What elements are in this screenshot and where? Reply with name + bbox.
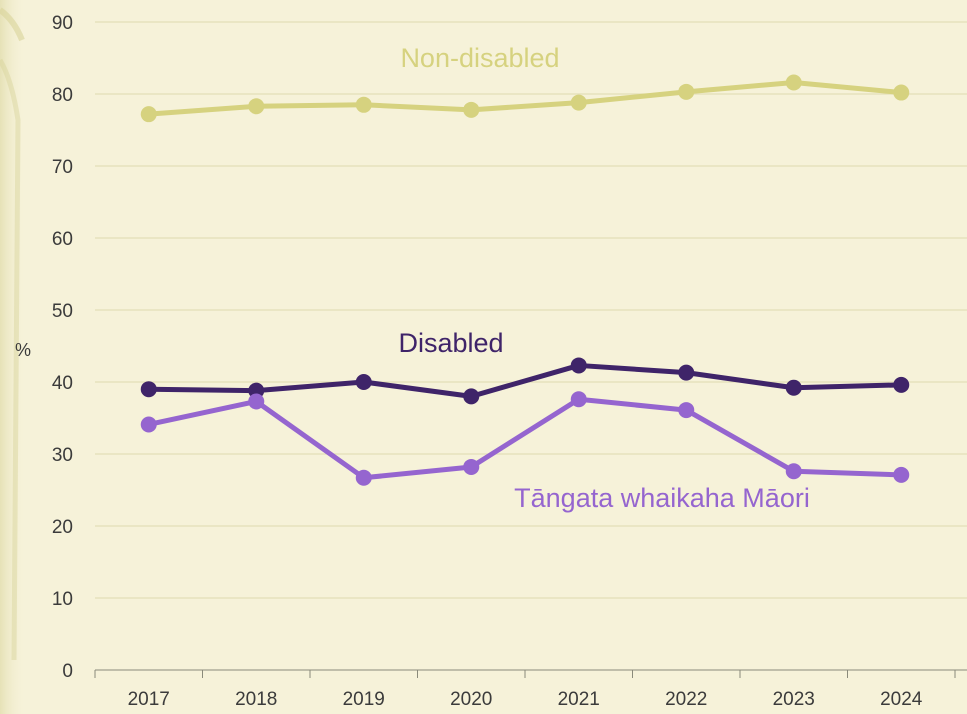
y-tick-label: 90 bbox=[52, 13, 73, 34]
y-tick-label: 30 bbox=[52, 445, 73, 466]
y-tick-label: 60 bbox=[52, 229, 73, 250]
data-point bbox=[570, 357, 587, 374]
data-point bbox=[785, 74, 802, 91]
series-line bbox=[146, 362, 904, 399]
data-point bbox=[678, 83, 695, 100]
data-point bbox=[355, 469, 372, 486]
data-point bbox=[893, 376, 910, 393]
series-label: Tāngata whaikaha Māori bbox=[514, 483, 810, 513]
data-point bbox=[355, 374, 372, 390]
data-point bbox=[140, 381, 157, 398]
x-tick-label: 2024 bbox=[880, 689, 923, 710]
data-point bbox=[140, 106, 157, 123]
axes: 0 10 20 30 40 50 60 70 80 90 2017 2018 2019 2020 2021 2… bbox=[15, 13, 967, 710]
data-point bbox=[893, 466, 910, 483]
data-point bbox=[570, 94, 587, 111]
labels-layer: Non-disabled Disabled Tāngata whaikaha Māo… bbox=[398, 43, 809, 513]
data-point bbox=[785, 463, 802, 480]
data-point bbox=[678, 402, 695, 419]
series-layer bbox=[140, 74, 910, 486]
x-tick-label: 2021 bbox=[558, 689, 600, 710]
y-tick-label: 40 bbox=[52, 373, 73, 394]
x-tick-label: 2017 bbox=[128, 689, 170, 710]
x-tick-label: 2023 bbox=[773, 689, 815, 710]
data-point bbox=[248, 393, 265, 410]
gridlines bbox=[95, 21, 967, 599]
data-point bbox=[355, 96, 372, 113]
series-line bbox=[146, 79, 904, 117]
y-tick-label: 50 bbox=[52, 301, 73, 322]
y-tick-label: 10 bbox=[52, 589, 73, 610]
series-label: Disabled bbox=[398, 328, 503, 358]
data-point bbox=[463, 458, 480, 475]
data-point bbox=[570, 391, 587, 408]
y-tick-label: 80 bbox=[52, 85, 73, 106]
x-tick-label: 2019 bbox=[343, 689, 385, 710]
data-point bbox=[893, 84, 910, 101]
series-label: Non-disabled bbox=[400, 43, 559, 73]
data-point bbox=[248, 98, 265, 115]
x-tick-label: 2018 bbox=[235, 689, 277, 710]
series-line bbox=[146, 396, 904, 481]
data-point bbox=[463, 388, 480, 405]
y-axis-label: % bbox=[15, 340, 31, 360]
data-point bbox=[140, 416, 157, 433]
y-tick-label: 20 bbox=[52, 517, 73, 538]
data-point bbox=[678, 364, 695, 381]
data-point bbox=[785, 379, 802, 396]
x-tick-label: 2022 bbox=[665, 689, 707, 710]
y-tick-label: 0 bbox=[62, 661, 73, 682]
y-tick-label: 70 bbox=[52, 157, 73, 178]
data-point bbox=[463, 101, 480, 118]
x-tick-label: 2020 bbox=[450, 689, 492, 710]
